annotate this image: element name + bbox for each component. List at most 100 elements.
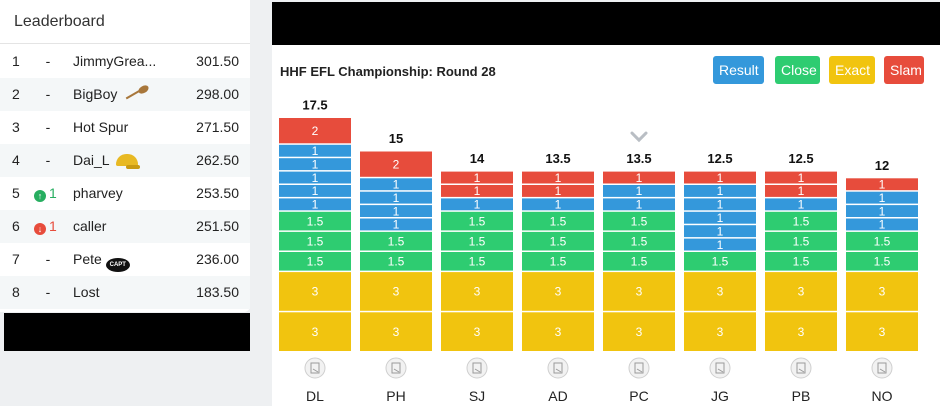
segment-label: 1.5: [307, 214, 324, 228]
chevron-down-icon[interactable]: [630, 131, 648, 143]
player-name: Dai_L: [73, 144, 140, 177]
segment-label: 2: [312, 124, 319, 138]
segment-label: 3: [717, 285, 724, 299]
rank-number: 6: [12, 218, 20, 234]
score-segment-close: [846, 252, 918, 271]
avatar-placeholder-icon: [628, 357, 650, 379]
score-segment-close: [846, 231, 918, 251]
segment-label: 1: [879, 218, 886, 232]
segment-label: 3: [555, 325, 562, 339]
score-segment-exact: [279, 272, 351, 311]
player-initials: PB: [792, 388, 811, 404]
segment-label: 1: [393, 178, 400, 192]
leaderboard-row[interactable]: 2 - BigBoy 298.00: [0, 78, 250, 111]
player-name: Hot Spur: [73, 119, 129, 135]
score-segment-close: [279, 211, 351, 231]
segment-label: 1: [717, 238, 724, 252]
score-segment-slam: [360, 151, 432, 177]
score-segment-close: [279, 231, 351, 251]
segment-label: 1.5: [550, 214, 567, 228]
segment-label: 3: [798, 325, 805, 339]
rank-number: 8: [12, 284, 20, 300]
player-score: 253.50: [196, 185, 239, 201]
leaderboard-row[interactable]: 3 - Hot Spur 271.50: [0, 111, 250, 144]
round-score-chart: 331.51.51.511111217.5DL331.51.51111215PH…: [279, 98, 918, 405]
player-score: 271.50: [196, 119, 239, 135]
score-segment-slam: [441, 171, 513, 184]
score-segment-exact: [765, 272, 837, 311]
score-segment-result: [846, 218, 918, 231]
leaderboard-row[interactable]: 4 - Dai_L 262.50: [0, 144, 250, 177]
rank-number: 2: [12, 86, 20, 102]
score-segment-result: [684, 238, 756, 251]
segment-label: 1.5: [631, 255, 648, 269]
segment-label: 1: [717, 184, 724, 198]
redacted-bar: [4, 313, 250, 351]
segment-label: 1: [474, 184, 481, 198]
segment-label: 1: [555, 198, 562, 212]
segment-label: 1: [555, 171, 562, 185]
score-segment-result: [846, 205, 918, 217]
exact-button[interactable]: Exact: [829, 56, 875, 84]
segment-label: 3: [312, 325, 319, 339]
segment-label: 3: [879, 285, 886, 299]
score-segment-close: [441, 231, 513, 251]
column-total: 12.5: [707, 151, 732, 166]
score-segment-result: [603, 198, 675, 211]
segment-label: 1: [312, 144, 319, 158]
score-segment-close: [765, 231, 837, 251]
result-button[interactable]: Result: [713, 56, 764, 84]
score-segment-result: [603, 185, 675, 197]
player-score: 298.00: [196, 86, 239, 102]
leaderboard-row[interactable]: 6 ↓ 1 caller 251.50: [0, 210, 250, 243]
segment-label: 1.5: [874, 234, 891, 248]
leaderboard-row[interactable]: 8 - Lost 183.50: [0, 276, 250, 309]
score-segment-exact: [279, 312, 351, 351]
close-button[interactable]: Close: [775, 56, 820, 84]
arrow-up-icon: ↑: [34, 190, 46, 202]
player-initials: JG: [711, 388, 729, 404]
leaderboard-row[interactable]: 1 - JimmyGrea... 301.50: [0, 45, 250, 78]
score-segment-result: [684, 185, 756, 197]
arrow-down-icon: ↓: [34, 223, 46, 235]
score-segment-result: [765, 198, 837, 211]
segment-label: 1.5: [793, 234, 810, 248]
segment-label: 1: [798, 198, 805, 212]
avatar-placeholder-icon: [304, 357, 326, 379]
segment-label: 3: [636, 325, 643, 339]
segment-label: 1.5: [388, 255, 405, 269]
rank-number: 7: [12, 251, 20, 267]
column-total: 14: [470, 151, 485, 166]
rank-movement: ↓ 1: [34, 210, 64, 243]
score-segment-slam: [684, 171, 756, 184]
segment-label: 3: [717, 325, 724, 339]
score-segment-result: [684, 225, 756, 238]
leaderboard-row[interactable]: 7 - Pete CAPT 236.00: [0, 243, 250, 276]
rank-movement: ↑ 1: [34, 177, 64, 210]
rank-number: 1: [12, 53, 20, 69]
player-name: BigBoy: [73, 78, 149, 111]
score-segment-slam: [765, 171, 837, 184]
segment-label: 1: [879, 191, 886, 205]
segment-label: 3: [312, 285, 319, 299]
score-segment-exact: [441, 312, 513, 351]
score-segment-close: [522, 211, 594, 231]
score-segment-result: [846, 191, 918, 204]
player-score: 236.00: [196, 251, 239, 267]
leaderboard-panel: Leaderboard 1 - JimmyGrea... 301.50 2 - BigBoy…: [0, 0, 250, 312]
score-segment-exact: [846, 312, 918, 351]
player-initials: AD: [548, 388, 567, 404]
cap-icon: [115, 154, 140, 169]
segment-label: 1: [474, 171, 481, 185]
score-segment-close: [441, 211, 513, 231]
leaderboard-row[interactable]: 5 ↑ 1 pharvey 253.50: [0, 177, 250, 210]
slam-button[interactable]: Slam: [884, 56, 924, 84]
